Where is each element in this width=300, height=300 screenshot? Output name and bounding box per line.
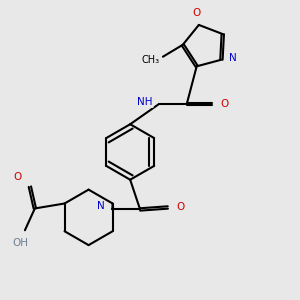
Text: NH: NH	[137, 97, 153, 107]
Text: O: O	[177, 202, 185, 212]
Text: O: O	[220, 99, 229, 109]
Text: O: O	[14, 172, 22, 182]
Text: OH: OH	[12, 238, 28, 248]
Text: CH₃: CH₃	[142, 55, 160, 65]
Text: O: O	[193, 8, 201, 18]
Text: N: N	[230, 53, 237, 63]
Text: N: N	[97, 202, 104, 212]
